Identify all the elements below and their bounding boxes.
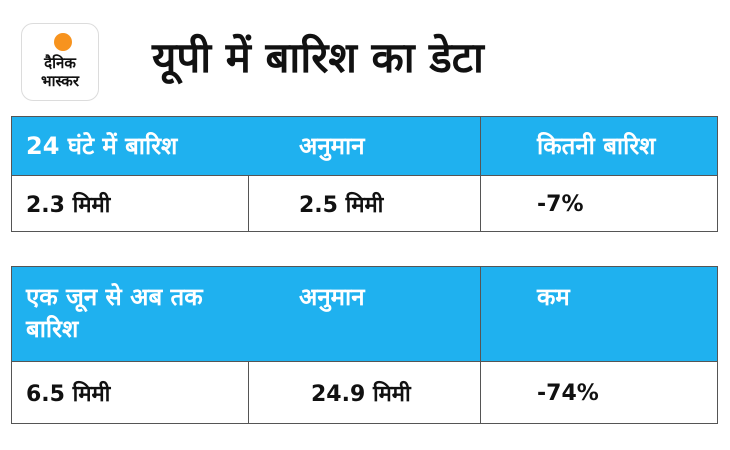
logo-text-line2: भास्कर — [41, 72, 79, 90]
table-header-row: एक जून से अब तक बारिश अनुमान कम — [12, 267, 717, 361]
header-label: कितनी बारिश — [537, 132, 656, 160]
value-text: 2.5 मिमी — [299, 193, 384, 218]
table-row: 6.5 मिमी 24.9 मिमी -74% — [12, 361, 717, 424]
value-cell: 2.3 मिमी — [12, 176, 248, 232]
value-cell: 6.5 मिमी — [12, 362, 248, 424]
value-text: -7% — [537, 191, 584, 217]
rain-24h-table: 24 घंटे में बारिश अनुमान कितनी बारिश 2.3… — [11, 116, 718, 232]
table-header-row: 24 घंटे में बारिश अनुमान कितनी बारिश — [12, 117, 717, 175]
header-label: अनुमान — [299, 283, 365, 311]
header-label: 24 घंटे में बारिश — [26, 132, 178, 160]
header-cell: एक जून से अब तक बारिश — [12, 267, 248, 361]
logo-text: दैनिक भास्कर — [22, 54, 98, 90]
value-text: -74% — [537, 380, 599, 406]
header-cell: कितनी बारिश — [480, 117, 717, 175]
sun-icon — [54, 33, 72, 51]
value-cell: 24.9 मिमी — [248, 362, 480, 424]
rain-since-june-table: एक जून से अब तक बारिश अनुमान कम 6.5 मिमी… — [11, 266, 718, 424]
header-label: एक जून से अब तक बारिश — [26, 283, 203, 343]
page-title: यूपी में बारिश का डेटा — [152, 33, 484, 82]
header-label: अनुमान — [299, 132, 365, 160]
header-label: कम — [537, 283, 570, 311]
header-cell: कम — [480, 267, 717, 361]
value-cell: -7% — [480, 176, 717, 232]
value-text: 24.9 मिमी — [311, 382, 411, 407]
value-text: 6.5 मिमी — [26, 382, 111, 407]
header-cell: अनुमान — [248, 117, 480, 175]
table-row: 2.3 मिमी 2.5 मिमी -7% — [12, 175, 717, 232]
header-cell: अनुमान — [248, 267, 480, 361]
value-cell: 2.5 मिमी — [248, 176, 480, 232]
header-cell: 24 घंटे में बारिश — [12, 117, 248, 175]
brand-logo: दैनिक भास्कर — [21, 23, 99, 101]
value-cell: -74% — [480, 362, 717, 424]
value-text: 2.3 मिमी — [26, 193, 111, 218]
logo-text-line1: दैनिक — [44, 54, 76, 72]
